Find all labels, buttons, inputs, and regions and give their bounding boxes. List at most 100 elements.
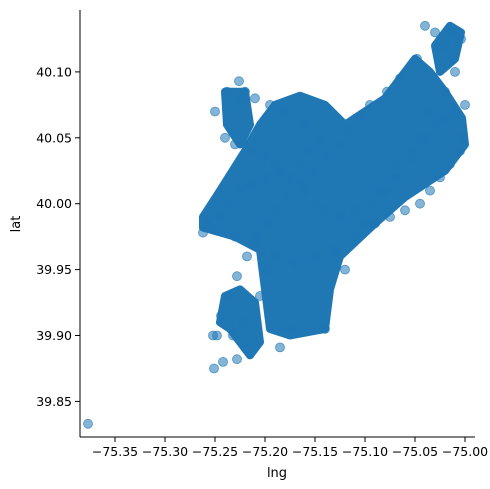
scatter-point [262,218,272,229]
scatter-point [210,106,220,117]
scatter-point [415,132,425,143]
scatter-point [210,225,220,236]
scatter-point [308,165,318,176]
x-tick-label: −75.20 [242,444,288,459]
scatter-point [263,264,273,275]
scatter-point [450,106,460,117]
scatter-point [390,172,400,183]
scatter-point [305,146,315,156]
scatter-point [310,251,320,262]
scatter-point [215,211,225,222]
x-tick-label: −75.35 [92,444,138,459]
scatter-point [282,192,292,203]
scatter-point [430,27,440,38]
scatter-point [272,205,282,216]
scatter-point [300,119,310,130]
scatter-point [202,218,212,229]
scatter-point [365,198,375,209]
x-axis-label: lng [267,466,287,481]
scatter-point [315,132,325,143]
y-tick-label: 40.10 [36,64,72,79]
scatter-point [234,76,244,87]
scatter-point [275,342,285,353]
scatter-point [330,244,340,255]
y-axis-label: lat [9,216,24,233]
scatter-point [342,126,352,137]
y-tick-label: 40.00 [36,196,72,211]
scatter-point [245,146,255,156]
scatter-point [410,146,420,156]
scatter-point [230,231,240,242]
scatter-point [400,205,410,216]
scatter-point [430,119,440,130]
y-axis-ticks: 39.85 39.90 39.95 40.00 40.05 40.10 [36,64,80,409]
scatter-point [232,271,242,282]
scatter-point [242,251,252,262]
scatter-point [355,113,365,123]
scatter-point [310,198,320,209]
y-tick-label: 39.90 [36,328,72,343]
scatter-point [320,323,330,334]
scatter-points [83,20,470,429]
scatter-point [370,218,380,229]
scatter-point [332,139,342,150]
scatter-point [425,185,435,196]
scatter-point [209,363,219,374]
scatter-point [252,231,262,242]
scatter-point [198,227,208,238]
x-tick-label: −75.10 [342,444,388,459]
scatter-point [228,330,238,341]
scatter-point [250,93,260,104]
scatter-point [238,317,248,328]
y-tick-label: 39.85 [36,394,72,409]
scatter-point [335,211,345,222]
scatter-point [255,291,265,301]
scatter-point [208,330,218,341]
scatter-point [350,231,360,242]
scatter-point [218,356,228,367]
scatter-point [270,159,280,170]
scatter-point [235,185,245,196]
scatter-point [320,205,330,216]
scatter-point [350,205,360,216]
scatter-point [395,73,405,84]
scatter-point [220,132,230,143]
scatter-point [270,251,280,262]
scatter-point [222,86,232,97]
scatter-point [440,86,450,97]
scatter-point [300,185,310,196]
scatter-point [435,172,445,183]
x-axis-ticks: −75.35 −75.30 −75.25 −75.20 −75.15 −75.10 −75.… [92,437,488,459]
scatter-point [260,152,270,163]
scatter-point [340,264,350,275]
scatter-point [236,96,246,106]
scatter-point [280,106,290,117]
scatter-point [83,418,93,429]
scatter-point [240,86,250,97]
scatter-point [456,34,466,44]
scatter-point [455,146,465,156]
x-tick-label: −75.00 [442,444,488,459]
scatter-point [448,53,458,64]
scatter-point [295,159,305,170]
scatter-point [440,113,450,123]
scatter-point [445,159,455,170]
y-tick-label: 39.95 [36,262,72,277]
scatter-point [390,159,400,170]
scatter-point [275,165,285,176]
x-tick-label: −75.05 [392,444,438,459]
scatter-point [382,86,392,97]
scatter-point [440,40,450,51]
scatter-point [405,152,415,163]
scatter-point [260,172,270,183]
scatter-point [425,106,435,117]
scatter-point [216,310,226,321]
scatter-point [360,218,370,229]
scatter-point [450,67,460,77]
scatter-point [322,152,332,163]
x-tick-label: −75.15 [292,444,338,459]
scatter-point [460,100,470,110]
y-tick-label: 40.05 [36,130,72,145]
